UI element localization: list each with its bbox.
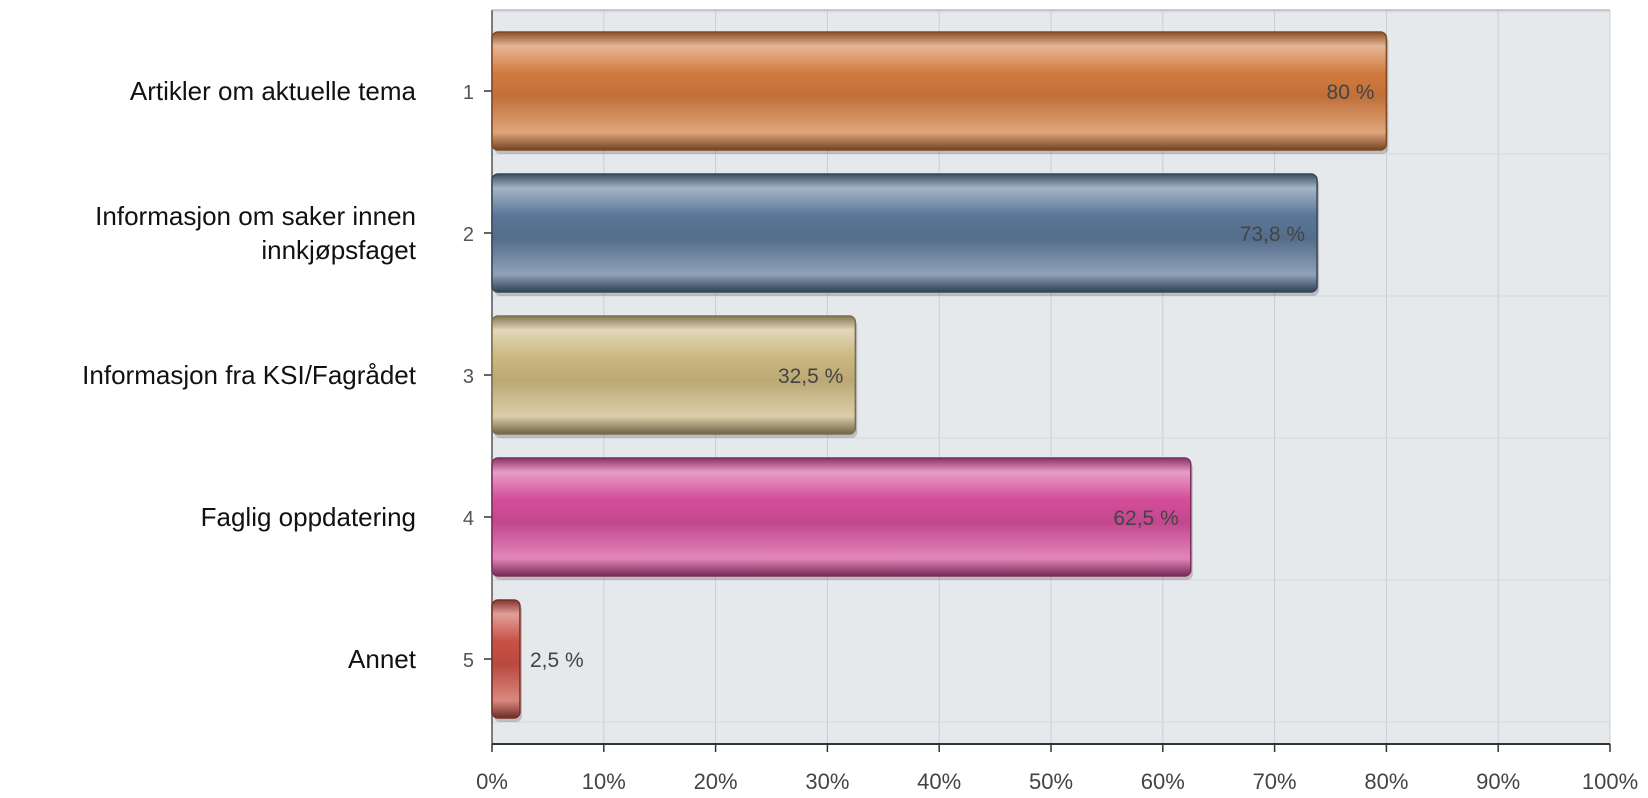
bars bbox=[491, 31, 1389, 722]
value-label: 73,8 % bbox=[1240, 223, 1305, 246]
x-tick-label: 80% bbox=[1364, 769, 1408, 794]
x-tick-label: 50% bbox=[1029, 769, 1073, 794]
x-tick-label: 30% bbox=[805, 769, 849, 794]
category-label: Faglig oppdatering bbox=[201, 502, 416, 532]
row-number: 4 bbox=[463, 508, 474, 530]
x-tick-label: 20% bbox=[694, 769, 738, 794]
x-tick-label: 70% bbox=[1253, 769, 1297, 794]
value-label: 80 % bbox=[1327, 81, 1375, 104]
row-number: 3 bbox=[463, 366, 474, 388]
bar-5 bbox=[491, 599, 521, 719]
x-tick-label: 60% bbox=[1141, 769, 1185, 794]
row-number: 5 bbox=[463, 650, 474, 672]
x-tick-label: 40% bbox=[917, 769, 961, 794]
row-number: 2 bbox=[463, 224, 474, 246]
bar-1 bbox=[491, 31, 1388, 151]
x-tick-label: 90% bbox=[1476, 769, 1520, 794]
category-label: Annet bbox=[348, 644, 417, 674]
labels: 0% 10% 20% 30% 40% 50% 60% 70% 80% 90% 100% 1 80 % Ar… bbox=[82, 76, 1638, 794]
value-label: 32,5 % bbox=[778, 365, 843, 388]
category-label: Informasjon om saker innen innkjøpsfaget bbox=[95, 201, 417, 265]
category-label: Informasjon fra KSI/Fagrådet bbox=[82, 360, 417, 390]
row-number: 1 bbox=[463, 82, 474, 104]
value-label: 62,5 % bbox=[1113, 507, 1178, 530]
category-label: Artikler om aktuelle tema bbox=[130, 76, 417, 106]
bar-3 bbox=[491, 315, 857, 435]
bar-4 bbox=[491, 457, 1192, 577]
bar-2 bbox=[491, 173, 1318, 293]
x-tick-label: 0% bbox=[476, 769, 508, 794]
value-label: 2,5 % bbox=[530, 649, 584, 672]
x-tick-label: 10% bbox=[582, 769, 626, 794]
x-tick-label: 100% bbox=[1582, 769, 1638, 794]
